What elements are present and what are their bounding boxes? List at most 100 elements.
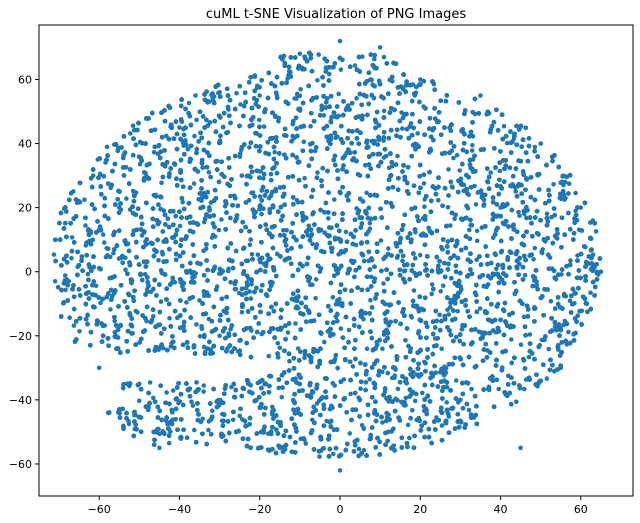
scatter-point [313, 277, 319, 282]
scatter-point [385, 438, 391, 444]
scatter-point [368, 298, 373, 303]
scatter-point [400, 126, 405, 131]
scatter-point [438, 289, 444, 294]
scatter-point [189, 399, 194, 405]
scatter-point [347, 431, 353, 436]
scatter-point [151, 150, 157, 155]
scatter-point [403, 338, 408, 343]
scatter-point [469, 386, 474, 392]
scatter-point [285, 330, 291, 335]
scatter-point [356, 446, 362, 452]
scatter-point [130, 123, 136, 128]
scatter-point [98, 300, 103, 306]
scatter-point [295, 346, 301, 351]
scatter-point [378, 238, 384, 243]
scatter-point [454, 334, 459, 340]
scatter-point [573, 208, 578, 214]
scatter-point [210, 232, 216, 238]
scatter-point [170, 388, 176, 393]
scatter-point [194, 117, 199, 123]
scatter-point [310, 241, 315, 247]
scatter-point [273, 186, 279, 192]
scatter-point [313, 295, 318, 301]
scatter-point [350, 364, 356, 369]
scatter-point [248, 237, 253, 242]
scatter-point [469, 148, 475, 153]
scatter-point [111, 250, 116, 256]
scatter-point [100, 232, 106, 237]
scatter-point [363, 380, 369, 385]
scatter-point [375, 142, 381, 147]
scatter-point [308, 124, 313, 129]
scatter-point [277, 345, 283, 351]
scatter-point [395, 386, 401, 392]
scatter-point [407, 435, 412, 441]
scatter-point [136, 398, 142, 404]
scatter-point [261, 124, 267, 129]
scatter-point [180, 199, 185, 205]
scatter-point [451, 155, 456, 161]
scatter-point [187, 220, 193, 226]
scatter-point [460, 127, 466, 132]
scatter-point [63, 287, 68, 293]
scatter-point [429, 282, 435, 287]
scatter-point [201, 389, 206, 394]
scatter-point [466, 407, 472, 413]
scatter-point [568, 258, 573, 263]
scatter-point [247, 242, 253, 247]
scatter-point [255, 252, 261, 257]
scatter-point [306, 223, 312, 229]
scatter-point [531, 257, 536, 262]
scatter-point [381, 155, 387, 160]
scatter-point [55, 284, 61, 290]
scatter-point [302, 175, 307, 181]
scatter-point [228, 280, 233, 285]
scatter-point [69, 255, 74, 261]
scatter-point [386, 246, 391, 251]
scatter-point [367, 220, 373, 226]
scatter-point [315, 78, 320, 83]
scatter-point [275, 341, 281, 346]
scatter-point [372, 56, 377, 62]
scatter-point [67, 315, 72, 321]
scatter-point [164, 133, 169, 139]
scatter-point [250, 190, 256, 195]
scatter-point [184, 435, 190, 441]
scatter-point [238, 102, 243, 107]
scatter-point [294, 96, 299, 101]
scatter-point [381, 54, 387, 60]
scatter-point [412, 398, 418, 404]
scatter-point [395, 153, 400, 159]
scatter-point [294, 198, 300, 203]
scatter-point [346, 327, 352, 333]
scatter-point [429, 291, 435, 297]
scatter-point [274, 427, 279, 432]
scatter-point [190, 403, 196, 408]
scatter-point [191, 181, 197, 186]
scatter-point [324, 418, 329, 424]
scatter-point [405, 422, 411, 428]
scatter-point [369, 274, 374, 280]
scatter-point [93, 283, 99, 289]
scatter-point [184, 300, 189, 305]
scatter-point [192, 427, 197, 433]
scatter-point [314, 401, 320, 406]
scatter-point [247, 145, 252, 150]
scatter-point [593, 229, 599, 234]
scatter-point [259, 211, 264, 217]
scatter-point [380, 420, 385, 425]
scatter-point [477, 306, 483, 311]
scatter-point [147, 380, 153, 385]
scatter-point [159, 180, 164, 186]
scatter-point [247, 289, 252, 294]
scatter-point [108, 307, 113, 312]
scatter-point [457, 168, 463, 173]
scatter-point [317, 454, 322, 459]
scatter-point [453, 378, 459, 383]
scatter-point [329, 249, 335, 254]
scatter-point [516, 209, 521, 215]
scatter-points [51, 38, 604, 473]
scatter-point [186, 100, 192, 106]
scatter-point [422, 204, 427, 209]
